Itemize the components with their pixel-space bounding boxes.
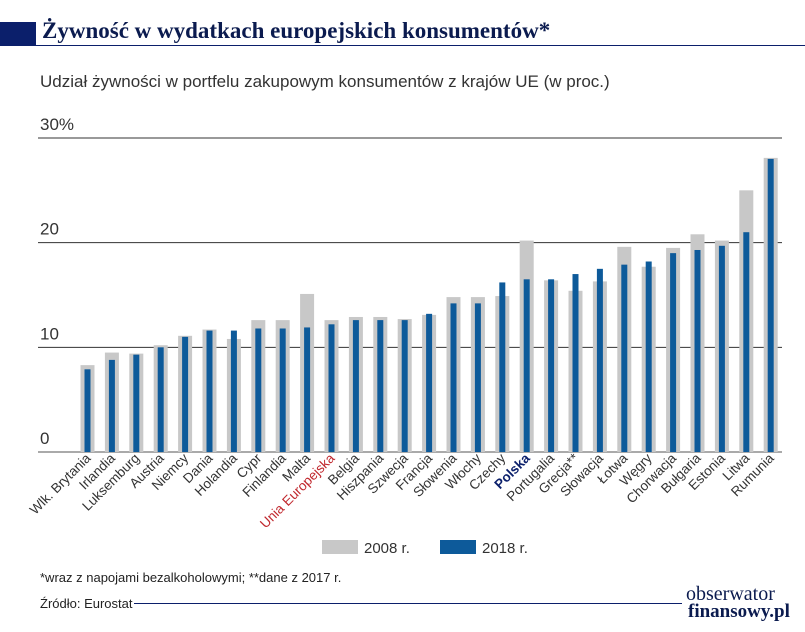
bar-2018: [230, 330, 237, 452]
publisher-logo: obserwator finansowy.pl: [686, 583, 790, 622]
title-divider: [36, 45, 805, 46]
legend-label-2018: 2018 r.: [482, 540, 528, 557]
bar-2018: [377, 320, 384, 452]
y-tick-label: 30%: [40, 115, 74, 134]
bar-2018: [718, 245, 725, 452]
bar-2018: [548, 279, 555, 452]
chart-title: Żywność w wydatkach europejskich konsume…: [42, 18, 551, 43]
bar-2018: [523, 279, 530, 452]
chart-subtitle: Udział żywności w portfelu zakupowym kon…: [40, 72, 610, 91]
bar-2018: [84, 369, 91, 452]
legend-swatch-2008: [322, 540, 358, 554]
bar-2018: [499, 282, 506, 452]
y-tick-label: 20: [40, 220, 59, 239]
logo-line-1: obserwator: [686, 583, 775, 605]
bar-2018: [133, 354, 140, 452]
bar-2018: [670, 253, 677, 452]
y-tick-label: 10: [40, 324, 59, 343]
bar-2018: [206, 330, 213, 452]
y-tick-label: 0: [40, 429, 49, 448]
bar-2018: [474, 303, 481, 452]
bar-2018: [401, 320, 408, 452]
bar-2018: [572, 274, 579, 452]
bar-2018: [645, 261, 652, 452]
bar-2018: [767, 158, 774, 452]
legend-swatch-2018: [440, 540, 476, 554]
bar-2018: [743, 232, 750, 452]
bar-2018: [426, 313, 433, 452]
bar-2018: [108, 359, 115, 452]
bar-2018: [328, 324, 335, 452]
source-divider: [134, 603, 682, 604]
bar-2018: [157, 347, 164, 452]
legend-label-2008: 2008 r.: [364, 540, 410, 557]
bar-2018: [621, 264, 628, 452]
bar-2018: [596, 268, 603, 452]
bar-2018: [255, 328, 262, 452]
footnote: *wraz z napojami bezalkoholowymi; **dane…: [40, 570, 342, 585]
logo-line-2: finansowy.pl: [688, 601, 790, 622]
title-accent-bar: [0, 22, 36, 46]
bar-2018: [304, 327, 311, 452]
bar-2018: [352, 320, 359, 452]
bar-2018: [182, 336, 189, 452]
bar-2018: [694, 249, 701, 452]
source-note: Źródło: Eurostat: [40, 596, 133, 611]
bar-2018: [279, 328, 286, 452]
bar-2018: [450, 303, 457, 452]
